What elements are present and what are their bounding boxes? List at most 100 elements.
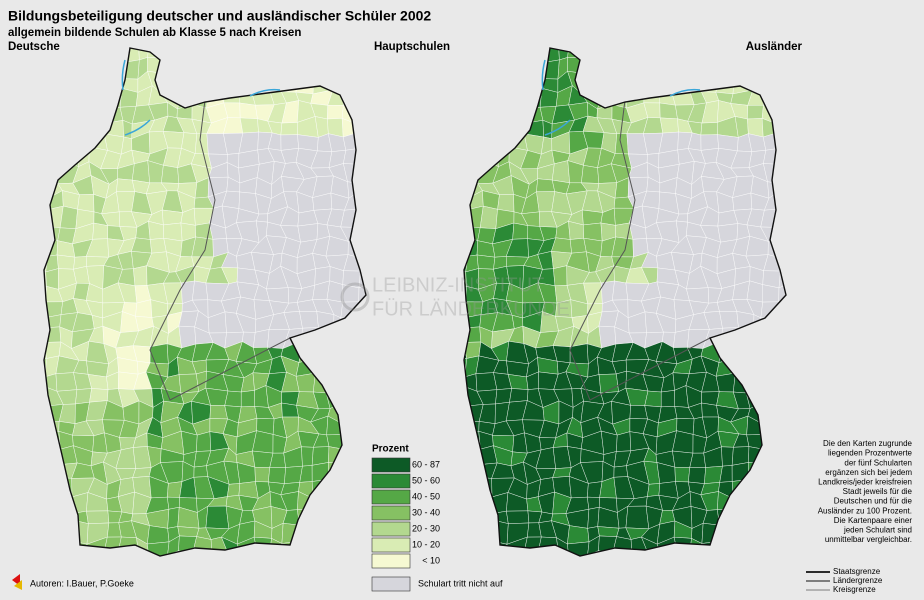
- district: [205, 505, 230, 530]
- district: [552, 467, 572, 478]
- district: [762, 284, 780, 303]
- logo-shape: [14, 580, 22, 590]
- district: [75, 388, 92, 405]
- district: [747, 105, 764, 120]
- district: [295, 372, 316, 393]
- legend-label: Schulart tritt nicht auf: [418, 578, 503, 588]
- district: [116, 178, 136, 192]
- district: [55, 372, 78, 392]
- district: [326, 280, 343, 303]
- district: [600, 430, 618, 455]
- legend-label: 40 - 50: [412, 491, 440, 501]
- district: [553, 265, 568, 287]
- watermark-text: FÜR LÄNDERKUNDE: [372, 298, 570, 320]
- district: [87, 374, 109, 390]
- district: [731, 446, 750, 466]
- legend-swatch: [371, 553, 411, 569]
- district: [177, 526, 200, 537]
- legend-label: 30 - 40: [412, 507, 440, 517]
- district: [311, 446, 330, 466]
- map-label: Ausländer: [746, 41, 803, 53]
- district: [746, 280, 763, 303]
- watermark: LEIBNIZ-INSTITUT FÜR LÄNDERKUNDE: [340, 274, 570, 320]
- district: [194, 133, 209, 155]
- district: [674, 466, 691, 483]
- district: [268, 467, 286, 484]
- district: [239, 117, 259, 134]
- district: [77, 194, 95, 213]
- national-border: [43, 47, 367, 557]
- district: [700, 134, 719, 151]
- note-line: der fünf Schularten: [844, 458, 912, 467]
- district: [297, 223, 319, 243]
- legend-label: 20 - 30: [412, 523, 440, 533]
- state-border: [569, 99, 711, 401]
- district: [299, 311, 319, 329]
- district: [280, 134, 299, 151]
- district: [646, 483, 661, 497]
- legend-swatch: [371, 457, 411, 473]
- district: [253, 329, 270, 348]
- district: [506, 510, 530, 524]
- district: [132, 467, 152, 478]
- district: [700, 122, 718, 136]
- district: [507, 374, 529, 390]
- note-line: ergänzen sich bei jedem: [825, 468, 912, 477]
- district: [193, 465, 209, 478]
- district: [613, 465, 629, 478]
- district: [625, 505, 650, 530]
- note-line: Die den Karten zugrunde: [823, 439, 913, 448]
- district: [567, 525, 590, 545]
- legend-label: 60 - 87: [412, 459, 440, 469]
- district: [89, 388, 109, 403]
- district: [192, 280, 209, 301]
- district: [616, 431, 632, 452]
- district: [239, 102, 258, 120]
- note-line: Landkreis/jeder kreisfreien: [818, 478, 912, 487]
- district: [497, 194, 515, 213]
- legend-swatch: [371, 576, 411, 592]
- district: [252, 450, 274, 468]
- legend-label: 10 - 20: [412, 539, 440, 549]
- district: [583, 222, 603, 242]
- district: [281, 402, 299, 418]
- district-map: [464, 48, 786, 556]
- district: [161, 164, 180, 184]
- watermark-logo: [340, 282, 370, 312]
- district: [659, 102, 678, 120]
- district: [475, 372, 498, 392]
- district: [479, 205, 498, 229]
- legend-swatch: [371, 489, 411, 505]
- legend-label: 50 - 60: [412, 475, 440, 485]
- district: [162, 209, 183, 226]
- district: [569, 343, 589, 365]
- district: [587, 506, 600, 529]
- district: [163, 222, 183, 242]
- district: [224, 390, 242, 408]
- district: [301, 446, 314, 467]
- district: [509, 388, 529, 403]
- district: [701, 402, 719, 418]
- district: [92, 222, 109, 240]
- title: Bildungsbeteiligung deutscher und auslän…: [8, 8, 431, 24]
- state-border: [149, 99, 291, 401]
- district: [581, 164, 600, 184]
- note-line: liegenden Prozentwerte: [828, 449, 913, 458]
- legend-swatch: [371, 473, 411, 489]
- district: [672, 450, 694, 468]
- district: [180, 430, 198, 455]
- district: [149, 237, 167, 254]
- district: [614, 133, 629, 155]
- note-line: jeden Schulart sind: [843, 526, 912, 535]
- district: [149, 343, 169, 365]
- district: [133, 265, 148, 287]
- district: [569, 237, 587, 254]
- coast-water: [121, 59, 281, 136]
- district: [659, 117, 679, 134]
- note-line: unmittelbar vergleichbar.: [825, 535, 912, 544]
- district: [45, 268, 59, 290]
- district: [131, 160, 150, 184]
